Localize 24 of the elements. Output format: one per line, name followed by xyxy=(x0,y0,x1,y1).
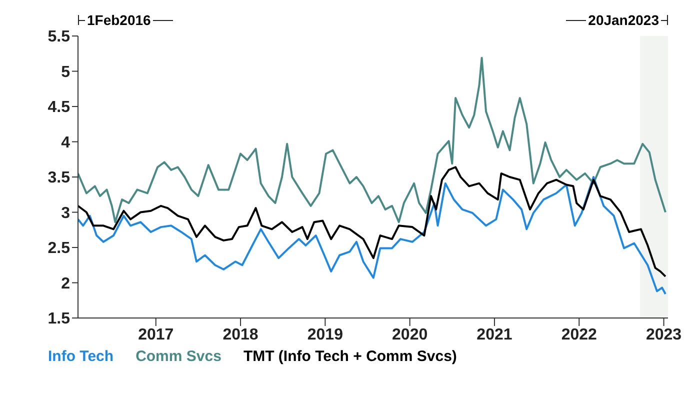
y-tick-label: 2 xyxy=(61,275,70,292)
y-tick-label: 2.5 xyxy=(48,240,70,258)
line-series xyxy=(78,176,666,296)
y-tick-label: 1.5 xyxy=(48,310,70,328)
text: Comm Svcs xyxy=(136,348,222,365)
x-tick-label: 2022 xyxy=(561,326,598,344)
x-tick-label: 2017 xyxy=(138,326,174,344)
y-tick-label: 5 xyxy=(61,64,70,81)
y-tick-label: 4 xyxy=(61,134,70,152)
y-tick-label: 3.5 xyxy=(48,170,70,187)
y-tick-label: 3 xyxy=(61,204,70,222)
x-tick-label: 2020 xyxy=(392,326,428,344)
line-series xyxy=(78,56,666,224)
y-tick-label: 4.5 xyxy=(48,99,70,116)
x-tick-label: 2021 xyxy=(476,326,512,344)
text: Info Tech xyxy=(48,348,114,365)
x-tick-label: 2018 xyxy=(222,326,258,344)
x-tick-label: 2019 xyxy=(307,326,344,344)
x-tick-label: 2023 xyxy=(646,326,682,344)
text: TMT (Info Tech + Comm Svcs) xyxy=(243,348,457,365)
text: 20Jan2023 xyxy=(588,12,659,28)
y-tick-label: 5.5 xyxy=(48,28,70,46)
text: 1Feb2016 xyxy=(87,12,151,28)
line-series xyxy=(78,166,666,278)
